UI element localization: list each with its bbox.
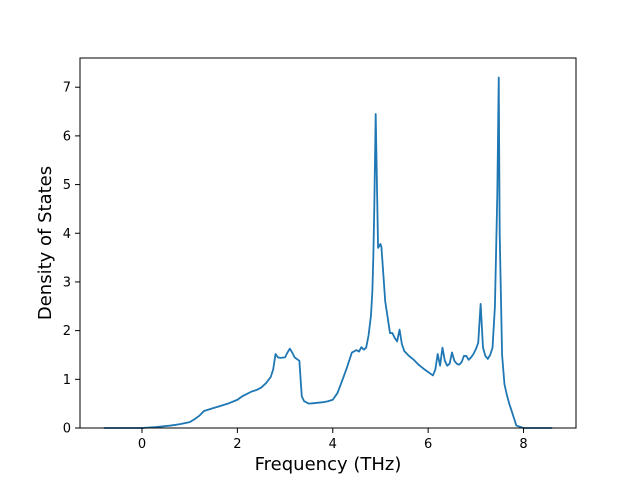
y-tick-label: 6 <box>63 129 71 144</box>
y-tick-label: 5 <box>63 178 71 193</box>
y-tick-label: 2 <box>63 324 71 339</box>
y-axis-label: Density of States <box>35 166 56 320</box>
plot-frame <box>79 57 577 429</box>
y-axis-ticks: 0 1 2 3 4 5 6 7 <box>63 81 80 437</box>
y-tick-label: 4 <box>63 227 71 242</box>
x-tick-label: 6 <box>424 437 432 452</box>
x-tick-label: 8 <box>519 437 527 452</box>
series-layer <box>103 76 553 429</box>
y-tick-label: 0 <box>63 422 71 437</box>
series-line-0 <box>103 76 553 429</box>
y-tick-label: 1 <box>63 373 71 388</box>
x-tick-label: 4 <box>329 437 337 452</box>
plot-background <box>80 58 576 428</box>
x-axis-ticks: 0 2 4 6 8 <box>138 428 528 452</box>
y-tick-label: 3 <box>63 275 71 290</box>
x-tick-label: 2 <box>233 437 241 452</box>
x-axis-label: Frequency (THz) <box>255 454 402 475</box>
y-tick-label: 7 <box>63 81 71 96</box>
x-tick-label: 0 <box>138 437 146 452</box>
